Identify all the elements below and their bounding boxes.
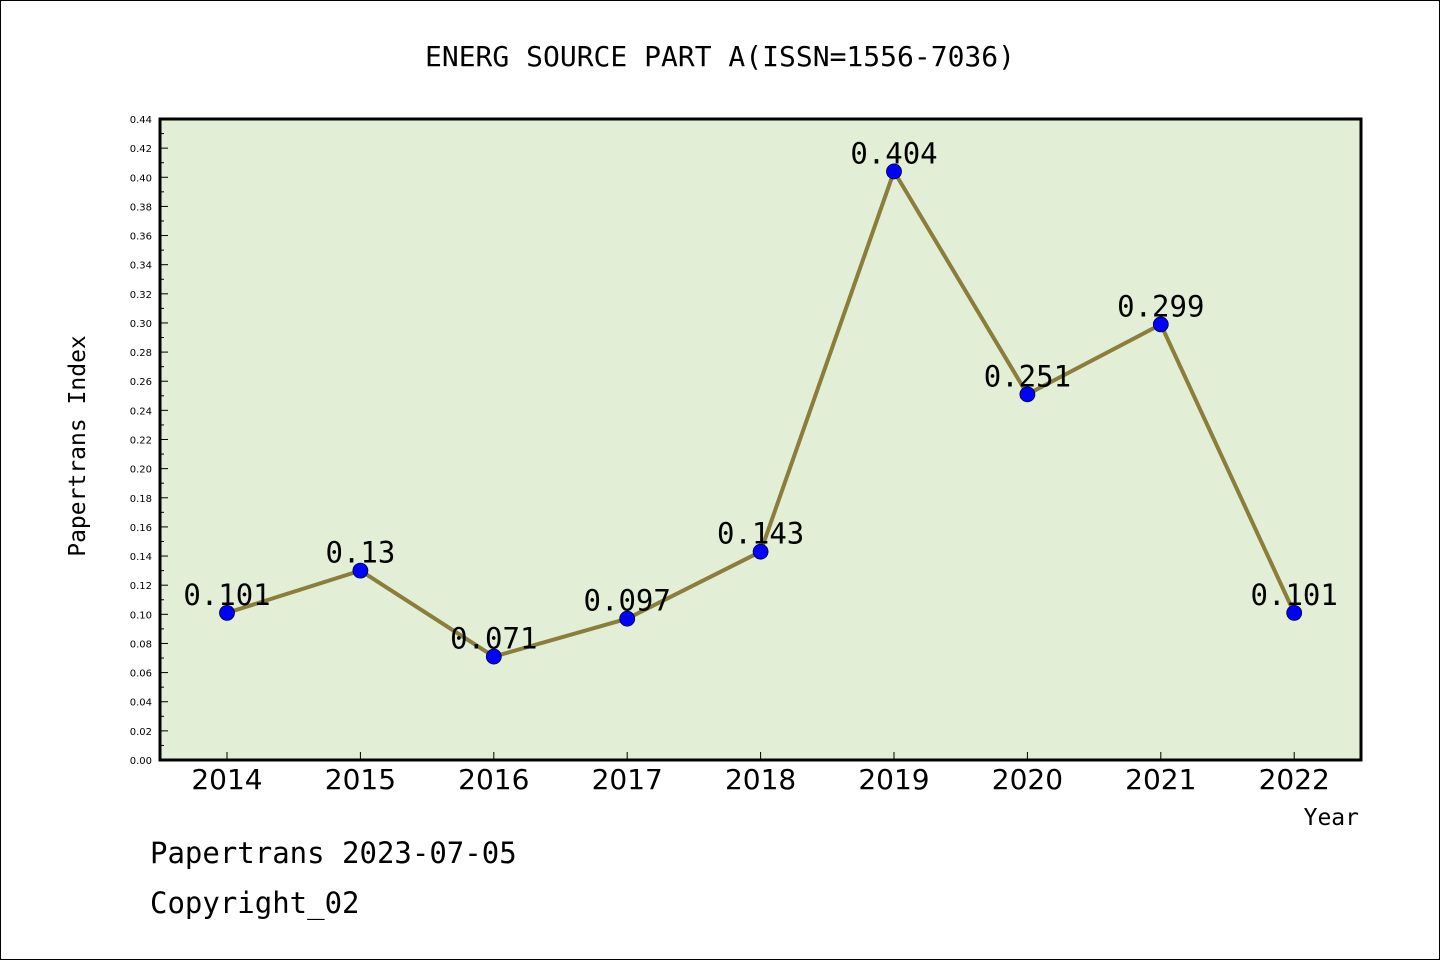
data-point	[485, 648, 502, 665]
series-layer: 0.101 0.13 0.071 0.097 0.143 0.404 0.251 0.299 0…	[183, 136, 1338, 665]
data-label: 0.251	[984, 359, 1071, 393]
data-point	[1286, 604, 1303, 621]
data-label: 0.404	[850, 136, 937, 170]
data-point	[752, 543, 769, 560]
y-tick-label: 0.30	[130, 319, 152, 330]
x-tick-label: 2020	[992, 763, 1063, 796]
y-tick-label: 0.44	[130, 115, 152, 126]
y-tick-label: 0.18	[130, 494, 152, 505]
y-tick-label: 0.40	[130, 173, 152, 184]
x-tick-label: 2014	[191, 763, 262, 796]
y-axis: 0.00 0.02 0.04 0.06 0.08 0.10 0.12 0.14 0.16 0.18…	[130, 115, 168, 767]
data-point	[219, 604, 235, 621]
footer-stamp: Papertrans 2023-07-05	[150, 836, 517, 870]
y-tick-label: 0.38	[130, 202, 152, 213]
y-tick-label: 0.20	[130, 465, 152, 476]
x-tick-label: 2021	[1125, 763, 1196, 796]
x-tick-label: 2016	[458, 763, 529, 796]
data-label: 0.299	[1117, 289, 1204, 323]
y-tick-label: 0.08	[130, 639, 152, 650]
y-tick-label: 0.10	[130, 610, 152, 621]
x-tick-label: 2015	[325, 763, 396, 796]
y-tick-label: 0.24	[130, 406, 152, 417]
x-tick-label: 2017	[592, 763, 663, 796]
y-tick-label: 0.34	[130, 261, 152, 272]
y-tick-label: 0.42	[130, 144, 152, 155]
data-label: 0.143	[717, 517, 804, 551]
chart-title: ENERG SOURCE PART A(ISSN=1556-7036)	[425, 40, 1015, 73]
y-tick-label: 0.16	[130, 523, 152, 534]
x-axis-label: Year	[1304, 805, 1359, 831]
data-point	[619, 610, 636, 627]
y-tick-label: 0.02	[130, 727, 152, 738]
data-point	[352, 562, 369, 579]
data-label: 0.071	[450, 622, 537, 656]
y-tick-label: 0.36	[130, 232, 152, 243]
data-label: 0.101	[1251, 578, 1338, 612]
x-tick-label: 2019	[858, 763, 929, 796]
y-tick-label: 0.06	[130, 669, 152, 680]
plot-area	[158, 117, 1363, 762]
data-label: 0.101	[183, 578, 270, 612]
data-label: 0.097	[584, 584, 671, 618]
x-tick-label: 2018	[725, 763, 796, 796]
data-point	[1152, 316, 1169, 333]
y-axis-label: Papertrans Index	[65, 335, 91, 557]
x-tick-label: 2022	[1259, 763, 1330, 796]
data-label: 0.13	[325, 536, 395, 570]
y-tick-label: 0.26	[130, 377, 152, 388]
y-tick-label: 0.14	[130, 552, 152, 563]
y-tick-label: 0.12	[130, 581, 152, 592]
data-point	[1019, 386, 1036, 403]
data-point	[886, 163, 902, 180]
y-tick-label: 0.28	[130, 348, 152, 359]
y-tick-label: 0.04	[130, 698, 152, 709]
y-tick-label: 0.22	[130, 436, 152, 447]
y-tick-label: 0.32	[130, 290, 152, 301]
x-axis: 2014 2015 2016 2017 2018 2019 2020 2021 2022	[191, 752, 1330, 796]
footer-copyright: Copyright_02	[150, 886, 360, 920]
y-tick-label: 0.00	[130, 756, 152, 767]
